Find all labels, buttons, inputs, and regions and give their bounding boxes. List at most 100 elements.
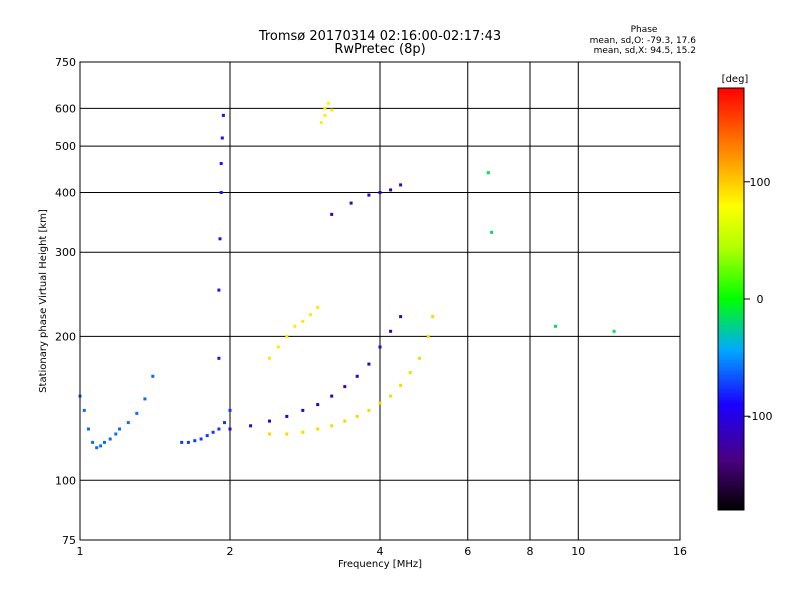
data-point bbox=[108, 437, 112, 441]
x-tick-label: 8 bbox=[527, 545, 534, 558]
data-point bbox=[228, 427, 232, 431]
series-trace bbox=[268, 315, 435, 436]
data-point bbox=[118, 427, 121, 431]
data-point bbox=[343, 419, 347, 423]
colorbar-tick-label: -100 bbox=[748, 410, 773, 423]
data-point bbox=[408, 371, 412, 375]
x-tick-label: 16 bbox=[673, 545, 687, 558]
data-point bbox=[220, 136, 224, 140]
data-point bbox=[193, 439, 197, 443]
data-point bbox=[217, 288, 221, 292]
data-point bbox=[114, 432, 118, 436]
data-point bbox=[330, 212, 334, 216]
data-point bbox=[389, 394, 393, 398]
data-point bbox=[323, 113, 327, 117]
data-point bbox=[103, 440, 106, 444]
data-point bbox=[308, 313, 312, 317]
x-tick-label: 1 bbox=[77, 545, 84, 558]
data-point bbox=[554, 324, 557, 328]
data-point bbox=[285, 414, 289, 418]
data-point bbox=[301, 319, 305, 323]
data-point bbox=[180, 440, 184, 444]
data-point bbox=[143, 397, 147, 401]
data-point bbox=[399, 315, 403, 319]
data-point bbox=[486, 171, 490, 175]
data-point bbox=[293, 324, 297, 328]
data-point bbox=[99, 444, 103, 448]
data-point bbox=[95, 446, 99, 450]
data-point bbox=[343, 385, 347, 389]
colorbar-tick-label: 100 bbox=[750, 176, 771, 189]
data-point bbox=[389, 188, 393, 192]
data-point bbox=[378, 191, 382, 194]
data-point bbox=[426, 334, 430, 338]
data-point bbox=[330, 108, 334, 112]
data-point bbox=[249, 424, 253, 428]
y-tick-label: 200 bbox=[55, 330, 76, 343]
y-tick-label: 500 bbox=[55, 140, 76, 153]
data-point bbox=[301, 430, 305, 434]
data-point bbox=[285, 334, 289, 338]
x-axis-label: Frequency [MHz] bbox=[338, 559, 422, 570]
data-point bbox=[326, 101, 330, 105]
x-tick-label: 4 bbox=[377, 545, 384, 558]
data-point bbox=[268, 356, 271, 360]
data-point bbox=[355, 374, 359, 378]
data-point bbox=[219, 162, 223, 165]
grid bbox=[80, 62, 680, 540]
data-point bbox=[223, 421, 226, 425]
data-point bbox=[91, 440, 95, 444]
data-point bbox=[228, 408, 232, 412]
data-point bbox=[126, 421, 130, 425]
data-point bbox=[87, 427, 90, 431]
stats-x-mode: mean, sd,X: 94.5, 15.2 bbox=[594, 46, 696, 56]
data-point bbox=[218, 237, 222, 241]
data-point bbox=[490, 230, 494, 234]
colorbar-label: [deg] bbox=[722, 74, 749, 85]
data-point bbox=[211, 430, 215, 434]
series-trace bbox=[319, 101, 334, 125]
data-point bbox=[349, 201, 353, 205]
series-trace bbox=[180, 408, 232, 444]
data-point bbox=[199, 437, 203, 441]
y-tick-labels: 75 100 200 300 400 500 600 750 bbox=[55, 56, 76, 547]
data-point bbox=[330, 424, 334, 428]
x-tick-label: 10 bbox=[571, 545, 585, 558]
data-point bbox=[301, 408, 305, 412]
data-point bbox=[135, 411, 139, 415]
y-tick-label: 600 bbox=[55, 102, 76, 115]
data-points bbox=[78, 101, 616, 450]
data-point bbox=[186, 440, 190, 444]
y-tick-label: 300 bbox=[55, 246, 76, 259]
colorbar-tick-label: 0 bbox=[757, 293, 764, 306]
chart-subtitle: RwPretec (8p) bbox=[334, 42, 425, 57]
x-tick-labels: 1 2 4 6 8 10 16 bbox=[77, 545, 688, 558]
data-point bbox=[367, 362, 371, 366]
data-point bbox=[151, 374, 155, 378]
series-trace bbox=[217, 113, 225, 360]
y-tick-label: 100 bbox=[55, 474, 76, 487]
series-trace bbox=[486, 171, 616, 333]
x-tick-label: 6 bbox=[464, 545, 471, 558]
data-point bbox=[276, 345, 280, 349]
data-point bbox=[217, 356, 221, 360]
y-tick-label: 75 bbox=[62, 534, 76, 547]
data-point bbox=[389, 329, 393, 333]
y-tick-label: 400 bbox=[55, 186, 76, 199]
data-point bbox=[268, 419, 271, 423]
data-point bbox=[82, 408, 86, 412]
series-trace bbox=[78, 374, 155, 450]
colorbar-ticks: 100 0 -100 bbox=[744, 176, 772, 423]
series-trace bbox=[268, 305, 320, 360]
data-point bbox=[221, 113, 225, 117]
data-point bbox=[612, 329, 616, 333]
data-point bbox=[217, 427, 221, 431]
x-tick-label: 2 bbox=[227, 545, 234, 558]
y-tick-label: 750 bbox=[55, 56, 76, 69]
series-trace bbox=[228, 315, 403, 431]
data-point bbox=[268, 432, 271, 436]
data-point bbox=[418, 356, 421, 360]
series-trace bbox=[330, 183, 403, 216]
stats-header: Phase bbox=[631, 25, 658, 35]
